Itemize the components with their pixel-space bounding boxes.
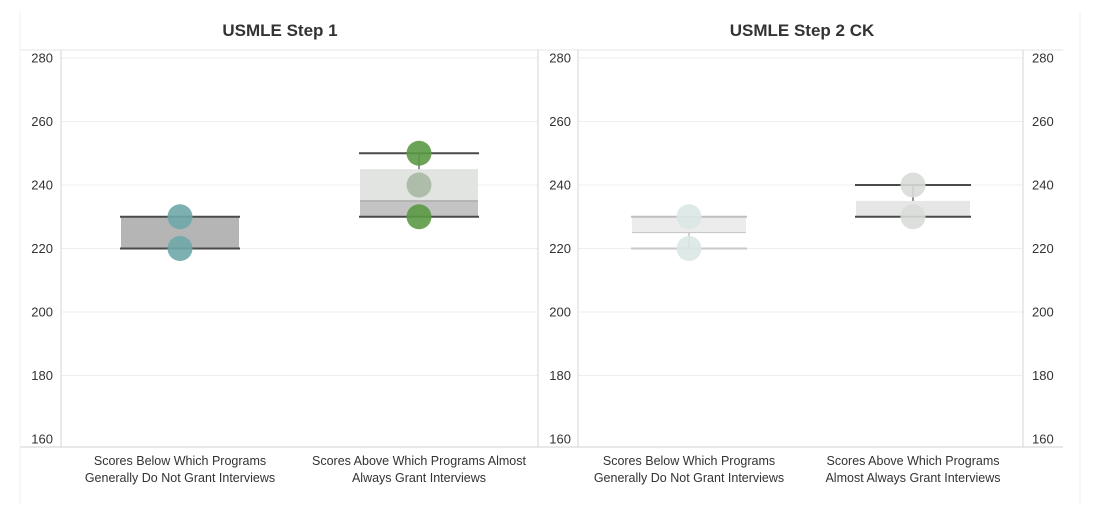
category-group: Scores Above Which Programs Almost Always… bbox=[825, 172, 1001, 485]
y-tick-label: 180 bbox=[31, 368, 53, 383]
category-label-line: Scores Above Which Programs Almost bbox=[312, 454, 526, 468]
panel-title: USMLE Step 2 CK bbox=[730, 21, 875, 40]
category-label-line: Scores Below Which Programs bbox=[603, 454, 775, 468]
y-tick-label: 220 bbox=[31, 241, 53, 256]
data-point bbox=[406, 140, 432, 166]
category-label-line: Scores Above Which Programs bbox=[827, 454, 1000, 468]
y-tick-label: 180 bbox=[1032, 368, 1054, 383]
y-tick-label: 240 bbox=[31, 178, 53, 193]
category-label-line: Generally Do Not Grant Interviews bbox=[594, 471, 784, 485]
y-tick-label-left: 200 bbox=[549, 305, 571, 320]
data-point bbox=[167, 204, 193, 230]
panel-title: USMLE Step 1 bbox=[222, 21, 337, 40]
data-point bbox=[167, 236, 193, 261]
y-tick-label-left: 240 bbox=[549, 178, 571, 193]
y-tick-label: 280 bbox=[1032, 51, 1054, 66]
y-tick-label: 200 bbox=[31, 305, 53, 320]
data-point bbox=[900, 172, 926, 198]
y-tick-label-left: 160 bbox=[549, 432, 571, 447]
data-point bbox=[676, 204, 702, 230]
data-point bbox=[406, 172, 432, 198]
data-point bbox=[676, 236, 702, 261]
y-tick-label: 220 bbox=[1032, 241, 1054, 256]
y-tick-label: 260 bbox=[1032, 114, 1054, 129]
y-tick-label-left: 260 bbox=[549, 114, 571, 129]
category-label-line: Generally Do Not Grant Interviews bbox=[85, 471, 275, 485]
category-label-line: Almost Always Grant Interviews bbox=[825, 471, 1000, 485]
y-tick-label: 160 bbox=[1032, 432, 1054, 447]
category-group: Scores Below Which Programs Generally Do … bbox=[594, 204, 784, 485]
category-label-line: Always Grant Interviews bbox=[352, 471, 486, 485]
y-tick-label: 260 bbox=[31, 114, 53, 129]
panel-2: USMLE Step 2 CK 160 160 180 180 200 200 220 220 2… bbox=[549, 21, 1053, 485]
panel-1: USMLE Step 1 160 180 200 220 240 260 280 Scores … bbox=[31, 21, 539, 485]
y-tick-label-left: 220 bbox=[549, 241, 571, 256]
y-tick-label: 160 bbox=[31, 432, 53, 447]
y-tick-label-left: 280 bbox=[549, 51, 571, 66]
y-tick-label-left: 180 bbox=[549, 368, 571, 383]
category-group: Scores Below Which Programs Generally Do … bbox=[85, 204, 275, 485]
y-tick-label: 280 bbox=[31, 51, 53, 66]
category-label-line: Scores Below Which Programs bbox=[94, 454, 266, 468]
data-point bbox=[406, 204, 432, 230]
data-point bbox=[900, 204, 926, 230]
y-tick-label: 240 bbox=[1032, 178, 1054, 193]
category-group: Scores Above Which Programs Almost Always… bbox=[312, 140, 527, 485]
y-tick-label: 200 bbox=[1032, 305, 1054, 320]
